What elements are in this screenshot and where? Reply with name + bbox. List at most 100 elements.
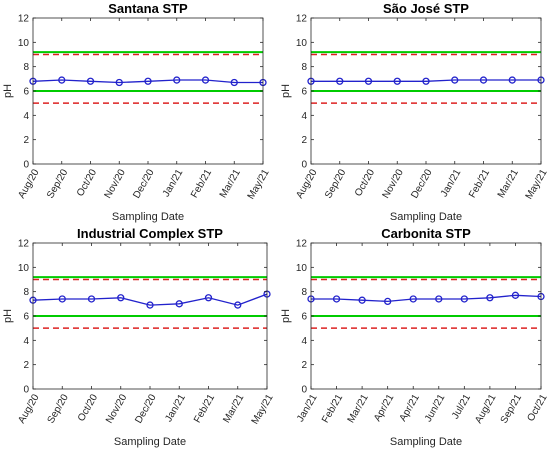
data-point — [460, 295, 468, 303]
x-tick-label: Sep/20 — [323, 167, 349, 200]
data-point — [358, 296, 366, 304]
y-tick-label: 4 — [23, 336, 29, 347]
data-point — [511, 291, 520, 299]
y-axis-label: pH — [2, 84, 14, 98]
x-tick-label: Sep/20 — [45, 167, 71, 200]
y-tick-label: 0 — [23, 160, 29, 171]
x-tick-label: Oct/20 — [75, 167, 99, 198]
x-tick-label: Sep/20 — [46, 392, 72, 425]
y-tick-label: 6 — [23, 312, 29, 323]
y-tick-label: 8 — [23, 287, 29, 298]
y-tick-label: 4 — [301, 336, 307, 347]
y-tick-label: 10 — [18, 38, 30, 49]
x-tick-label: Nov/20 — [381, 167, 407, 200]
y-tick-label: 2 — [301, 135, 307, 146]
data-point — [486, 294, 494, 302]
x-tick-label: Mar/21 — [496, 167, 521, 200]
data-point — [336, 77, 344, 85]
chart-panel-3: 0 2 4 6 8 10 12 Aug/20 Sep/20 Oct/20 Nov/20 Dec/20 J… — [2, 226, 276, 448]
y-tick-label: 4 — [23, 111, 29, 122]
x-tick-label: Feb/21 — [192, 392, 217, 425]
x-tick-label: Apr/21 — [372, 392, 396, 423]
data-point — [393, 77, 401, 85]
x-tick-label: Oct/20 — [76, 392, 100, 423]
data-point — [86, 77, 95, 85]
x-tick-label: Jan/21 — [295, 392, 320, 424]
x-axis-label: Sampling Date — [112, 211, 184, 223]
data-point — [58, 295, 66, 303]
x-tick-label: Aug/20 — [294, 167, 320, 200]
y-axis-label: pH — [280, 309, 292, 323]
data-point — [384, 297, 392, 306]
x-tick-label: Feb/21 — [189, 167, 214, 200]
x-tick-label: Dec/20 — [133, 392, 159, 425]
data-point — [332, 295, 341, 303]
x-tick-label: Aug/21 — [473, 392, 499, 425]
data-point — [115, 78, 123, 87]
y-tick-label: 6 — [301, 312, 307, 323]
x-tick-label: Jan/21 — [439, 167, 464, 199]
x-tick-label: Feb/21 — [320, 392, 345, 425]
x-tick-label: Jun/21 — [423, 392, 448, 424]
y-axis-label: pH — [2, 309, 14, 323]
data-point — [58, 76, 66, 84]
y-tick-label: 8 — [301, 62, 307, 73]
y-tick-label: 6 — [23, 87, 29, 98]
data-point — [117, 294, 125, 302]
y-tick-label: 12 — [296, 14, 308, 25]
data-point — [146, 301, 154, 309]
x-axis-label: Sampling Date — [114, 436, 186, 448]
x-tick-label: Oct/20 — [353, 167, 377, 198]
x-tick-label: Mar/21 — [346, 392, 371, 425]
y-tick-label: 0 — [23, 385, 29, 396]
data-point — [479, 76, 488, 84]
x-axis-label: Sampling Date — [390, 211, 462, 223]
x-tick-label: Oct/21 — [525, 392, 549, 423]
data-point — [144, 77, 152, 85]
x-tick-label: Feb/21 — [467, 167, 492, 200]
y-axis-label: pH — [280, 84, 292, 98]
x-tick-label: Dec/20 — [409, 167, 435, 200]
y-tick-label: 10 — [18, 263, 30, 274]
y-tick-label: 4 — [301, 111, 307, 122]
data-point — [451, 76, 459, 84]
chart-title: Industrial Complex STP — [77, 226, 223, 241]
data-point — [364, 77, 373, 85]
data-point — [409, 295, 417, 303]
y-tick-label: 10 — [296, 263, 308, 274]
series-line — [32, 79, 263, 84]
y-tick-label: 10 — [296, 38, 308, 49]
x-tick-label: Sep/21 — [499, 392, 525, 425]
y-tick-label: 8 — [23, 62, 29, 73]
data-point — [175, 300, 183, 308]
x-tick-label: May/21 — [250, 392, 276, 426]
data-point — [204, 294, 213, 302]
chart-title: Carbonita STP — [381, 226, 471, 241]
data-point — [230, 78, 238, 87]
x-tick-label: Nov/20 — [104, 392, 130, 425]
data-point — [173, 76, 181, 84]
x-tick-label: May/21 — [246, 167, 272, 201]
y-tick-label: 0 — [301, 385, 307, 396]
x-tick-label: Jan/21 — [161, 167, 186, 199]
x-tick-label: Mar/21 — [221, 392, 246, 425]
chart-title: São José STP — [383, 1, 469, 16]
data-point — [87, 295, 96, 303]
x-tick-label: Jul/21 — [450, 392, 473, 421]
y-tick-label: 12 — [18, 239, 30, 250]
data-point — [422, 77, 430, 85]
series-line — [32, 293, 268, 306]
data-point — [508, 76, 516, 84]
y-tick-label: 2 — [23, 360, 29, 371]
x-tick-label: May/21 — [524, 167, 550, 201]
chart-panel-1: 0 2 4 6 8 10 12 Aug/20 Sep/20 Oct/20 Nov/20 Dec/20 J… — [2, 1, 272, 223]
x-axis-label: Sampling Date — [390, 436, 462, 448]
x-tick-label: Mar/21 — [218, 167, 243, 200]
data-point — [201, 76, 210, 84]
data-point — [234, 301, 242, 309]
x-tick-label: Aug/20 — [16, 167, 42, 200]
y-tick-label: 2 — [23, 135, 29, 146]
x-tick-label: Dec/20 — [131, 167, 157, 200]
